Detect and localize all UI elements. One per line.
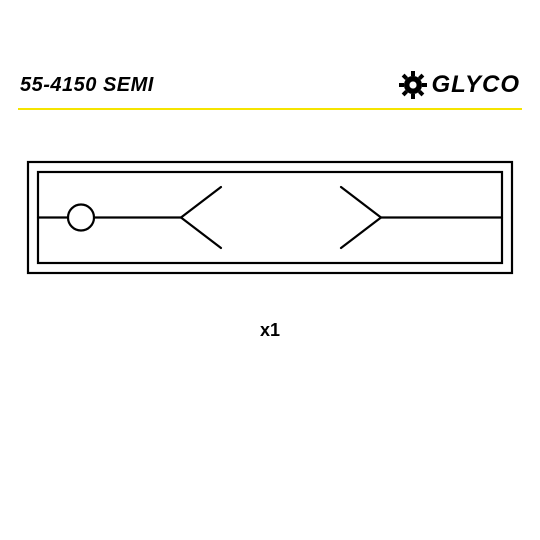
part-number: 55-4150 SEMI	[20, 74, 154, 97]
quantity-label: x1	[0, 320, 540, 341]
separator-line	[18, 108, 522, 110]
brand-name: GLYCO	[431, 71, 520, 99]
header: 55-4150 SEMI	[20, 65, 520, 105]
brand-gear-icon	[399, 71, 427, 99]
part-diagram	[26, 160, 514, 275]
brand-logo: GLYCO	[399, 71, 520, 99]
